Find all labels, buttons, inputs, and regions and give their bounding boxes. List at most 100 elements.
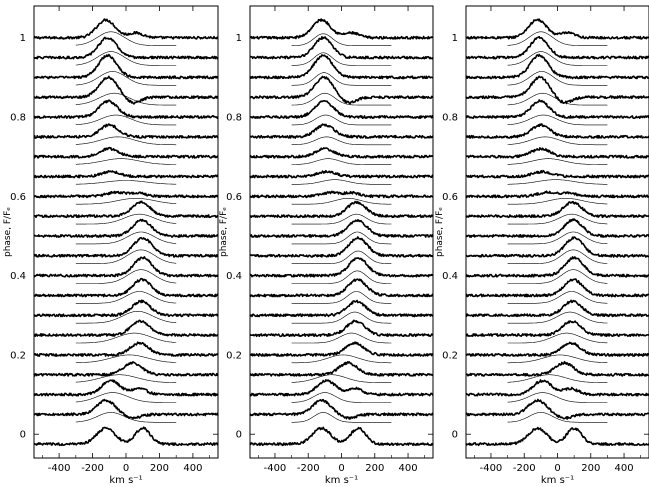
model-profile-line [75,114,177,126]
model-profile-line [507,179,608,185]
observed-spectrum-line [33,341,219,357]
observed-spectrum-line [465,256,649,278]
model-profile-line [291,311,392,324]
model-profile-line [75,31,177,46]
observed-spectrum-line [33,236,219,258]
observed-spectrum-line [465,341,649,357]
x-tick-label: 200 [365,463,384,474]
model-profile-line [507,213,608,225]
y-tick-label: 0 [20,430,26,441]
observed-spectrum-line [249,100,434,119]
model-profile-line [507,374,608,383]
y-axis-label: phase, F/Fₑ [435,207,445,257]
model-profile-line [75,180,177,185]
observed-spectrum-line [465,190,649,199]
model-profile-line [291,114,392,126]
model-profile-line [75,71,177,86]
observed-spectrum-line [249,278,434,298]
x-tick-label: 400 [183,463,202,474]
observed-spectrum-line [465,299,649,318]
model-profile-line [75,332,177,344]
model-profile-line [507,136,608,146]
observed-spectrum-line [33,319,219,337]
observed-spectrum-line [249,361,434,377]
x-tick-label: -400 [480,463,503,474]
panel-3: -400 -200 0 200 400 0 0.2 0.4 0.6 0.8 1 km s⁻¹ phase… [435,5,649,486]
observed-spectrum-line [249,398,434,420]
x-tick-label: 0 [123,463,129,474]
model-profile-line [75,198,177,205]
x-tick-label: 400 [614,463,633,474]
model-profile-line [507,158,608,165]
model-profile-line [507,412,608,423]
x-tick-label: -200 [513,463,536,474]
model-profile-line [507,291,608,304]
model-profile-line [75,374,177,383]
model-profile-line [75,311,177,324]
y-tick-label: 0 [452,430,458,441]
model-profile-line [507,354,608,364]
model-profile-line [291,291,392,304]
observed-spectrum-line [465,278,649,298]
model-profile-line [291,250,392,264]
y-tick-label: 0.8 [10,113,26,124]
observed-spectrum-line [465,320,649,337]
model-profile-line [75,92,177,106]
observed-spectrum-line [33,426,219,447]
observed-spectrum-line [33,398,219,420]
observed-spectrum-line [33,99,219,119]
model-profile-line [507,332,608,344]
y-tick-label: 0.2 [10,350,26,361]
model-profile-line [75,354,177,363]
x-tick-label: -400 [264,463,287,474]
observed-spectrum-line [249,75,434,105]
model-profile-line [507,114,608,126]
model-profile-line [507,71,608,86]
observed-spectrum-line [33,36,219,60]
observed-spectrum-line [249,147,434,159]
model-profile-line [507,92,608,106]
observed-spectrum-line [465,99,649,119]
model-profile-line [291,52,392,66]
x-tick-label: -200 [81,463,104,474]
y-tick-label: 1 [236,33,242,44]
observed-spectrum-line [465,236,649,258]
x-axis-label: km s⁻¹ [325,475,358,486]
model-profile-line [291,213,392,225]
y-tick-label: 1 [452,33,458,44]
x-axis-label: km s⁻¹ [109,475,142,486]
model-profile-line [291,198,392,205]
model-profile-line [507,231,608,245]
model-profile-line [75,51,177,66]
y-tick-label: 0.6 [442,192,458,203]
model-profile-line [291,354,392,364]
model-profile-line [291,136,392,146]
x-tick-label: 0 [554,463,560,474]
x-tick-label: 400 [398,463,417,474]
observed-spectrum-line [249,341,434,357]
model-profile-line [75,392,177,403]
model-profile-line [291,332,392,344]
x-tick-label: 200 [581,463,600,474]
observed-spectrum-line [249,190,434,199]
y-tick-label: 0.6 [10,192,26,203]
x-tick-label: 0 [338,463,344,474]
model-profile-line [75,291,177,304]
observed-spectrum-line [249,169,434,179]
observed-spectrum-line [465,53,649,80]
observed-spectrum-line [249,123,434,139]
observed-spectrum-line [33,218,219,238]
model-profile-line [291,33,392,46]
x-tick-label: -200 [297,463,320,474]
observed-spectrum-line [33,146,219,159]
observed-spectrum-line [33,256,219,278]
y-tick-label: 0.8 [226,113,242,124]
model-profile-line [291,72,392,86]
x-tick-label: -400 [48,463,71,474]
model-profile-line [291,231,392,245]
model-profile-line [291,270,392,284]
model-profile-line [507,51,608,66]
observed-spectrum-line [465,18,649,40]
observed-spectrum-line [33,190,219,199]
